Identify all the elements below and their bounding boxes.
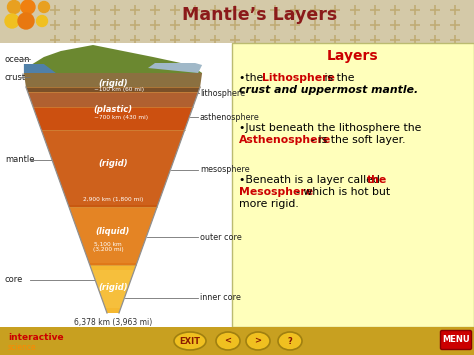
Polygon shape (41, 130, 185, 207)
Text: ~700 km (430 mi): ~700 km (430 mi) (94, 115, 148, 120)
Text: - Is the soft layer.: - Is the soft layer. (311, 135, 405, 145)
Polygon shape (24, 64, 56, 73)
Text: •the: •the (239, 73, 267, 83)
Text: (liquid): (liquid) (96, 226, 130, 235)
Text: MENU: MENU (442, 335, 470, 344)
Text: (rigid): (rigid) (98, 283, 128, 291)
Text: 6,378 km (3,963 mi): 6,378 km (3,963 mi) (74, 317, 152, 327)
FancyBboxPatch shape (232, 43, 474, 327)
Ellipse shape (216, 332, 240, 350)
Polygon shape (91, 270, 135, 308)
Text: •Beneath is a layer called: •Beneath is a layer called (239, 175, 383, 185)
Text: 5,100 km
(3,200 mi): 5,100 km (3,200 mi) (92, 242, 123, 252)
Text: is the: is the (321, 73, 355, 83)
Text: EXIT: EXIT (180, 337, 201, 345)
FancyBboxPatch shape (0, 0, 474, 45)
Text: ~100 km (60 mi): ~100 km (60 mi) (94, 87, 144, 93)
Text: inner core: inner core (200, 294, 241, 302)
Text: mantle: mantle (5, 155, 35, 164)
FancyBboxPatch shape (0, 327, 474, 355)
Text: outer core: outer core (200, 233, 242, 241)
Polygon shape (27, 92, 198, 107)
Text: crust and uppermost mantle.: crust and uppermost mantle. (239, 85, 418, 95)
Text: interactive: interactive (8, 333, 64, 342)
Text: >: > (255, 337, 262, 345)
Text: - which is hot but: - which is hot but (296, 187, 390, 197)
Circle shape (21, 0, 35, 14)
Circle shape (36, 16, 47, 27)
Text: Mantle’s Layers: Mantle’s Layers (182, 6, 337, 24)
Polygon shape (24, 45, 202, 73)
Text: Lithosphere: Lithosphere (262, 73, 335, 83)
Circle shape (5, 14, 19, 28)
Text: core: core (5, 275, 23, 284)
Polygon shape (26, 87, 200, 92)
Polygon shape (148, 63, 202, 73)
Polygon shape (41, 130, 185, 205)
Text: more rigid.: more rigid. (239, 199, 299, 209)
Text: (plastic): (plastic) (93, 104, 133, 114)
Text: mesosphere: mesosphere (200, 165, 250, 175)
Text: ?: ? (288, 337, 292, 345)
Text: Asthenosphere: Asthenosphere (239, 135, 331, 145)
Text: 2,900 km (1,800 mi): 2,900 km (1,800 mi) (83, 197, 143, 202)
FancyBboxPatch shape (440, 331, 472, 350)
Text: Mesosphere: Mesosphere (239, 187, 313, 197)
Circle shape (18, 13, 34, 29)
Polygon shape (69, 207, 157, 265)
Text: crust: crust (5, 72, 26, 82)
Ellipse shape (278, 332, 302, 350)
Text: (rigid): (rigid) (98, 158, 128, 168)
Text: ocean: ocean (5, 55, 30, 64)
Text: asthenosphere: asthenosphere (200, 113, 260, 121)
Text: Layers: Layers (327, 49, 379, 63)
FancyBboxPatch shape (0, 43, 232, 327)
Text: science: science (8, 343, 36, 351)
Text: <: < (225, 337, 231, 345)
Polygon shape (33, 107, 193, 130)
Text: •Just beneath the lithosphere the: •Just beneath the lithosphere the (239, 123, 421, 133)
Polygon shape (69, 207, 157, 263)
Text: (rigid): (rigid) (98, 80, 128, 88)
Ellipse shape (246, 332, 270, 350)
Ellipse shape (174, 332, 206, 350)
Polygon shape (90, 265, 136, 313)
Text: lithosphere: lithosphere (200, 88, 245, 98)
Text: the: the (367, 175, 387, 185)
Polygon shape (24, 73, 202, 87)
Circle shape (8, 0, 20, 13)
Circle shape (38, 1, 49, 12)
